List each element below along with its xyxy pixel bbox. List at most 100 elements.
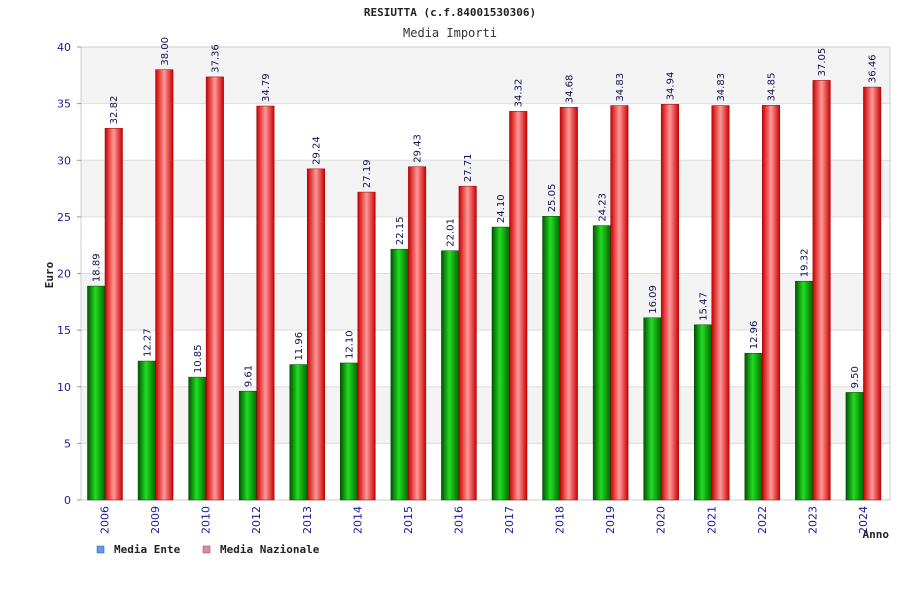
x-tick-label: 2010 (200, 506, 213, 534)
x-tick-label: 2014 (351, 506, 364, 534)
data-label: 9.50 (850, 366, 861, 388)
y-tick-label: 0 (64, 494, 71, 507)
data-label: 19.32 (800, 249, 811, 278)
bar-media-nazionale-2016 (458, 185, 477, 501)
data-label: 25.05 (547, 184, 558, 213)
y-axis-ticks: 0 5 10 15 20 25 30 35 40 (57, 41, 81, 507)
x-tick-label: 2022 (756, 506, 769, 534)
y-tick-label: 5 (64, 437, 71, 450)
data-label: 37.05 (817, 48, 828, 77)
data-label: 12.10 (345, 330, 356, 359)
x-tick-label: 2016 (452, 506, 465, 534)
x-tick-label: 2006 (99, 506, 112, 534)
bar-media-nazionale-2017 (509, 111, 528, 501)
bar-media-nazionale-2022 (762, 105, 781, 501)
bar-media-ente-2010 (188, 376, 207, 501)
bar-media-nazionale-2024 (863, 86, 882, 501)
bar-media-ente-2006 (87, 285, 106, 501)
x-tick-label: 2018 (554, 506, 567, 534)
data-label: 15.47 (699, 292, 710, 321)
legend-label-media-ente: Media Ente (114, 543, 181, 556)
data-label: 12.27 (142, 328, 153, 357)
data-label: 37.36 (210, 44, 221, 73)
data-label: 27.71 (463, 154, 474, 183)
data-label: 10.85 (193, 344, 204, 373)
y-tick-label: 25 (57, 211, 71, 224)
data-label: 34.85 (767, 73, 778, 102)
bar-media-nazionale-2020 (660, 104, 679, 501)
bar-media-ente-2022 (744, 352, 763, 501)
data-label: 16.09 (648, 285, 659, 314)
legend-swatch-media-nazionale (202, 545, 211, 554)
bar-media-nazionale-2006 (104, 128, 123, 501)
x-tick-label: 2020 (655, 506, 668, 534)
data-label: 24.10 (496, 194, 507, 223)
data-label: 34.32 (514, 79, 525, 108)
x-tick-label: 2013 (301, 506, 314, 534)
bar-media-ente-2023 (795, 280, 814, 501)
data-label: 11.96 (294, 332, 305, 361)
y-tick-label: 10 (57, 381, 71, 394)
y-axis-label: Euro (43, 261, 56, 288)
data-label: 34.68 (564, 75, 575, 104)
bar-media-nazionale-2014 (357, 191, 376, 501)
bar-media-ente-2013 (289, 364, 308, 501)
bars: 18.89 32.82 12.27 38.00 10.85 37.36 9.61 34.79 1… (87, 37, 882, 501)
bar-media-nazionale-2013 (307, 168, 325, 501)
legend-swatch-media-ente (96, 545, 105, 554)
bar-media-ente-2019 (592, 225, 611, 501)
x-tick-label: 2012 (250, 506, 263, 534)
legend-label-media-nazionale: Media Nazionale (220, 543, 320, 556)
data-label: 34.79 (261, 73, 272, 102)
bar-media-ente-2015 (390, 248, 409, 501)
bar-media-ente-2009 (137, 360, 156, 501)
bar-media-ente-2021 (694, 324, 712, 501)
data-label: 22.01 (446, 218, 457, 247)
bar-media-nazionale-2018 (559, 106, 578, 501)
bar-media-ente-2024 (845, 392, 864, 501)
data-label: 34.83 (716, 73, 727, 102)
bar-media-nazionale-2012 (256, 105, 275, 501)
bar-media-ente-2014 (340, 362, 359, 501)
bar-media-ente-2012 (238, 390, 257, 501)
x-tick-label: 2021 (705, 506, 718, 534)
x-tick-label: 2017 (503, 506, 516, 534)
data-label: 9.61 (243, 365, 254, 387)
y-tick-label: 35 (57, 98, 71, 111)
data-label: 27.19 (362, 159, 373, 188)
y-tick-label: 20 (57, 268, 71, 281)
y-tick-label: 40 (57, 41, 71, 54)
x-tick-label: 2015 (402, 506, 415, 534)
data-label: 29.43 (413, 134, 424, 163)
x-tick-label: 2024 (857, 506, 870, 534)
bar-media-nazionale-2019 (610, 105, 629, 501)
data-label: 34.83 (615, 73, 626, 102)
data-label: 32.82 (109, 96, 120, 125)
x-tick-label: 2023 (806, 506, 819, 534)
bar-media-ente-2020 (643, 317, 662, 501)
x-axis-ticks: 2006 2009 2010 2012 2013 2014 2015 2016 2017 2018… (99, 506, 870, 534)
chart-subtitle: Media Importi (403, 26, 497, 40)
y-tick-label: 15 (57, 324, 71, 337)
bar-media-nazionale-2023 (812, 80, 831, 501)
data-label: 24.23 (597, 193, 608, 222)
data-label: 22.15 (395, 217, 406, 246)
legend: Media Ente Media Nazionale (96, 543, 320, 556)
data-label: 12.96 (749, 321, 760, 350)
x-axis-label: Anno (863, 528, 890, 541)
bar-media-nazionale-2015 (408, 166, 427, 501)
bar-media-nazionale-2021 (711, 105, 730, 501)
data-label: 38.00 (160, 37, 171, 66)
data-label: 36.46 (868, 54, 879, 83)
data-label: 18.89 (92, 253, 103, 282)
bar-media-ente-2017 (491, 226, 510, 501)
chart-title: RESIUTTA (c.f.84001530306) (364, 6, 536, 19)
x-tick-label: 2009 (149, 506, 162, 534)
bar-media-nazionale-2009 (155, 69, 174, 501)
bar-media-ente-2016 (441, 250, 460, 501)
data-label: 29.24 (312, 136, 323, 165)
y-tick-label: 30 (57, 154, 71, 167)
x-tick-label: 2019 (604, 506, 617, 534)
bar-media-ente-2018 (542, 216, 561, 501)
